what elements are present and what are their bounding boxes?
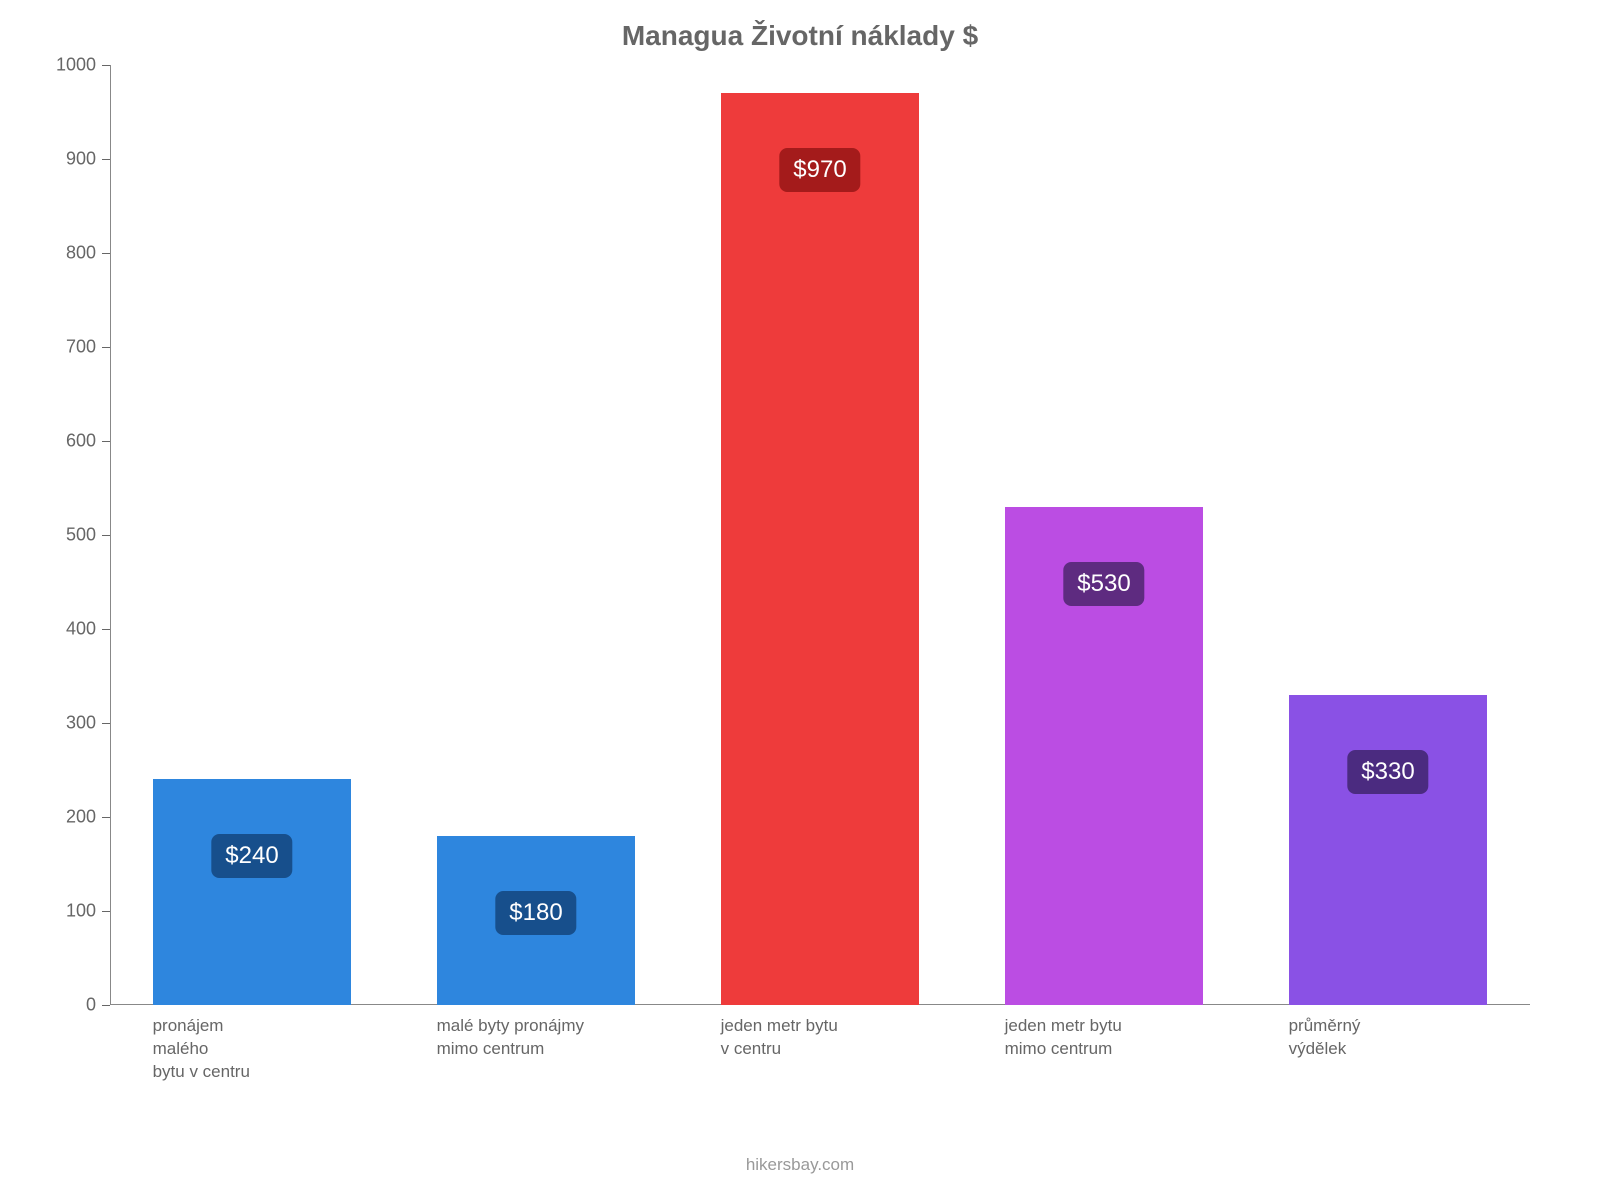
- chart-bar: $330: [1289, 695, 1488, 1005]
- y-tick-label: 300: [66, 713, 96, 734]
- y-tick-line: [102, 441, 110, 442]
- y-tick-line: [102, 535, 110, 536]
- chart-bar: $970: [721, 93, 920, 1005]
- chart-bar: $240: [153, 779, 352, 1005]
- chart-bar: $530: [1005, 507, 1204, 1005]
- bar-value-badge: $180: [495, 891, 576, 935]
- y-tick-label: 1000: [56, 55, 96, 76]
- y-tick-label: 500: [66, 525, 96, 546]
- y-tick-label: 100: [66, 901, 96, 922]
- x-axis-category-label: průměrný výdělek: [1289, 1015, 1488, 1061]
- bar-value-badge: $240: [211, 834, 292, 878]
- y-tick-label: 800: [66, 243, 96, 264]
- y-tick-line: [102, 253, 110, 254]
- chart-container: Managua Životní náklady $ 0 100 200 300 400 5…: [0, 0, 1600, 1200]
- x-axis-category-label: jeden metr bytu v centru: [721, 1015, 920, 1061]
- y-tick-line: [102, 347, 110, 348]
- y-tick-label: 600: [66, 431, 96, 452]
- bar-value-badge: $970: [779, 148, 860, 192]
- plot-area: 01002003004005006007008009001000$240$180…: [110, 65, 1530, 1005]
- chart-title: Managua Životní náklady $: [40, 20, 1560, 52]
- y-tick-line: [102, 911, 110, 912]
- bar-value-badge: $330: [1347, 750, 1428, 794]
- y-tick-label: 200: [66, 807, 96, 828]
- y-tick-line: [102, 723, 110, 724]
- y-tick-line: [102, 159, 110, 160]
- x-axis-category-label: jeden metr bytu mimo centrum: [1005, 1015, 1204, 1061]
- y-tick-label: 900: [66, 149, 96, 170]
- y-tick-label: 400: [66, 619, 96, 640]
- x-axis-category-label: pronájem malého bytu v centru: [153, 1015, 352, 1084]
- y-tick-line: [102, 65, 110, 66]
- chart-bar: $180: [437, 836, 636, 1005]
- x-axis-category-label: malé byty pronájmy mimo centrum: [437, 1015, 636, 1061]
- chart-attribution: hikersbay.com: [0, 1155, 1600, 1175]
- y-axis-line: [110, 65, 111, 1005]
- y-tick-line: [102, 629, 110, 630]
- x-axis-labels: pronájem malého bytu v centru malé byty p…: [110, 1015, 1530, 1135]
- bar-value-badge: $530: [1063, 562, 1144, 606]
- y-tick-line: [102, 1005, 110, 1006]
- y-tick-label: 0: [86, 995, 96, 1016]
- y-tick-label: 700: [66, 337, 96, 358]
- y-tick-line: [102, 817, 110, 818]
